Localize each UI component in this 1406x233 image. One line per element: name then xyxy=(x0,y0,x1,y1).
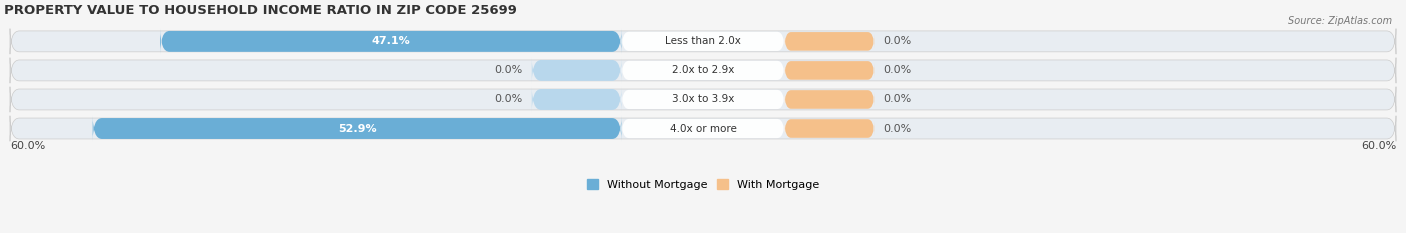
Text: 60.0%: 60.0% xyxy=(10,141,45,151)
FancyBboxPatch shape xyxy=(785,119,875,138)
FancyBboxPatch shape xyxy=(621,119,785,138)
Text: 0.0%: 0.0% xyxy=(883,94,911,104)
Text: 0.0%: 0.0% xyxy=(495,94,523,104)
Text: 2.0x to 2.9x: 2.0x to 2.9x xyxy=(672,65,734,75)
Text: 60.0%: 60.0% xyxy=(1361,141,1396,151)
Text: Less than 2.0x: Less than 2.0x xyxy=(665,36,741,46)
FancyBboxPatch shape xyxy=(621,32,785,51)
Text: 0.0%: 0.0% xyxy=(883,65,911,75)
FancyBboxPatch shape xyxy=(10,87,1396,112)
FancyBboxPatch shape xyxy=(531,87,621,112)
Text: 4.0x or more: 4.0x or more xyxy=(669,123,737,134)
Legend: Without Mortgage, With Mortgage: Without Mortgage, With Mortgage xyxy=(582,175,824,194)
FancyBboxPatch shape xyxy=(621,61,785,80)
FancyBboxPatch shape xyxy=(621,90,785,109)
Text: 47.1%: 47.1% xyxy=(371,36,411,46)
FancyBboxPatch shape xyxy=(10,116,1396,141)
FancyBboxPatch shape xyxy=(785,90,875,109)
FancyBboxPatch shape xyxy=(10,29,1396,54)
FancyBboxPatch shape xyxy=(531,58,621,83)
FancyBboxPatch shape xyxy=(160,29,621,54)
Text: 0.0%: 0.0% xyxy=(883,123,911,134)
FancyBboxPatch shape xyxy=(10,58,1396,83)
FancyBboxPatch shape xyxy=(785,61,875,80)
Text: PROPERTY VALUE TO HOUSEHOLD INCOME RATIO IN ZIP CODE 25699: PROPERTY VALUE TO HOUSEHOLD INCOME RATIO… xyxy=(4,4,517,17)
Text: 52.9%: 52.9% xyxy=(337,123,377,134)
FancyBboxPatch shape xyxy=(785,32,875,51)
FancyBboxPatch shape xyxy=(93,116,621,141)
Text: Source: ZipAtlas.com: Source: ZipAtlas.com xyxy=(1288,16,1392,26)
Text: 3.0x to 3.9x: 3.0x to 3.9x xyxy=(672,94,734,104)
Text: 0.0%: 0.0% xyxy=(495,65,523,75)
Text: 0.0%: 0.0% xyxy=(883,36,911,46)
